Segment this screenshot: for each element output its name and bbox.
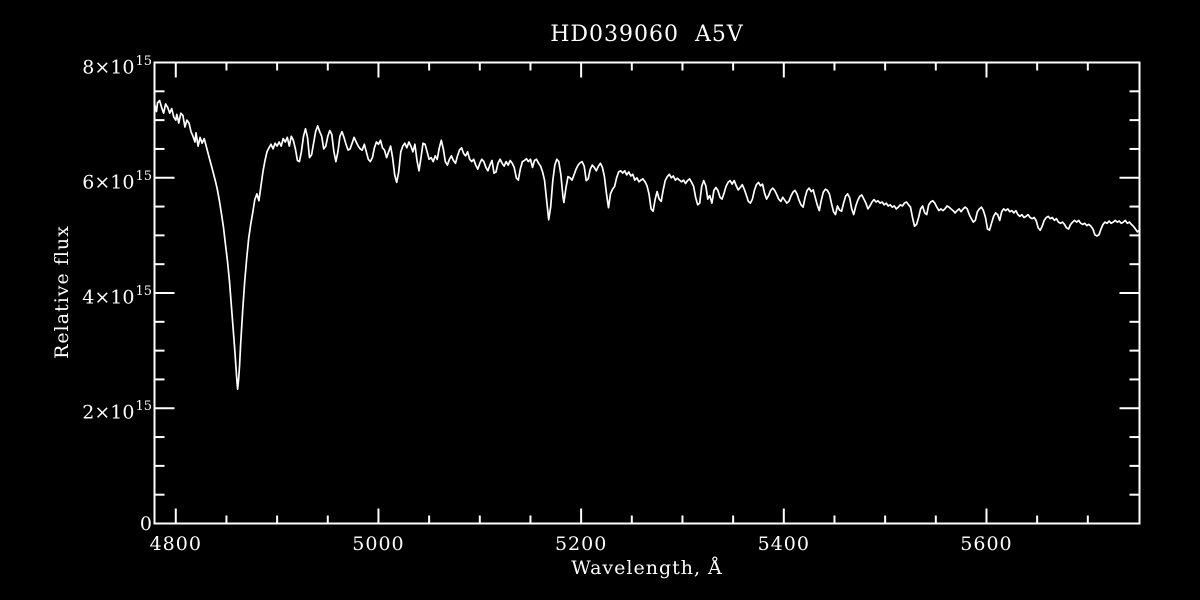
x-tick-label: 5400 [757, 533, 810, 555]
x-tick-label: 4800 [149, 533, 202, 555]
x-tick-label: 5000 [352, 533, 405, 555]
x-tick-label: 5600 [960, 533, 1013, 555]
x-axis-label: Wavelength, Å [571, 557, 723, 579]
x-tick-label: 5200 [554, 533, 608, 555]
plot-title: HD039060 A5V [550, 22, 744, 47]
y-tick-label: 8×1015 [82, 53, 152, 78]
y-tick-label: 0 [139, 512, 152, 535]
plot-frame [153, 61, 1141, 525]
spectrum-line [153, 99, 1141, 391]
y-tick-label: 2×1015 [82, 399, 152, 424]
y-tick-label: 4×1015 [82, 284, 152, 309]
y-tick-label: 6×1015 [82, 168, 152, 194]
